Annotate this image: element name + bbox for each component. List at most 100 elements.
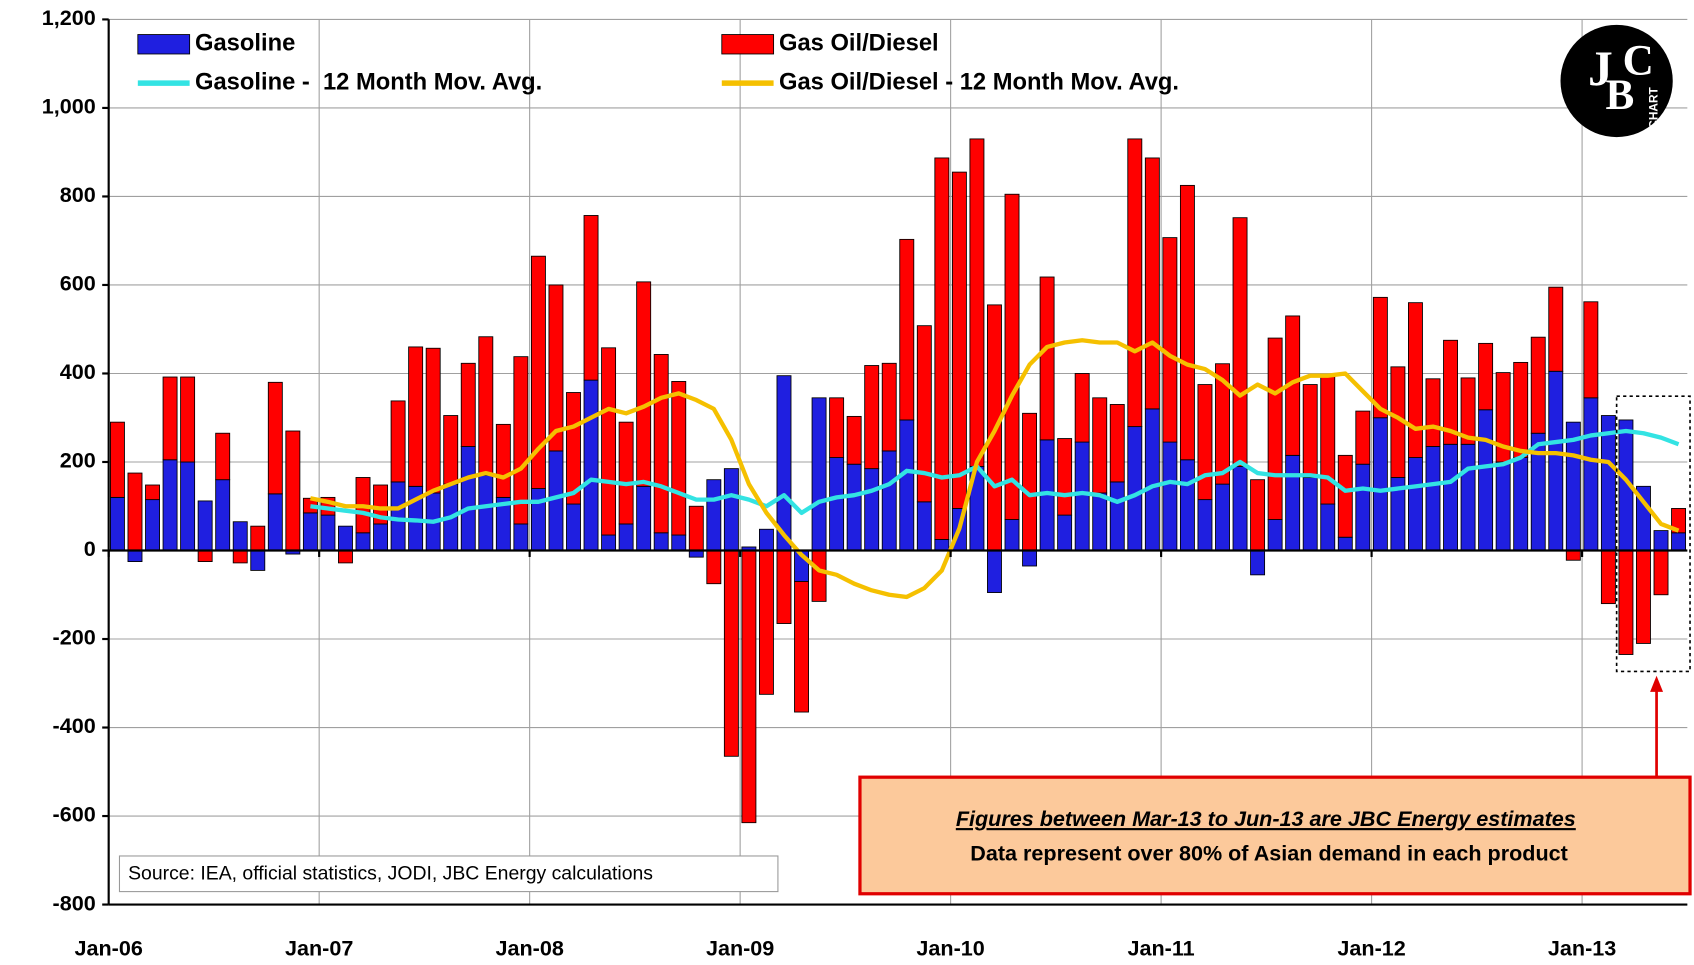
bar bbox=[846, 415, 862, 465]
bar bbox=[583, 379, 599, 551]
bar bbox=[671, 534, 687, 551]
moving-average-line bbox=[310, 428, 1680, 524]
bar bbox=[513, 356, 529, 525]
bar bbox=[688, 505, 704, 551]
bar bbox=[899, 419, 915, 551]
bar bbox=[1478, 409, 1494, 551]
arrow-head bbox=[1650, 675, 1664, 692]
bar bbox=[1495, 461, 1511, 551]
bar bbox=[338, 550, 353, 564]
moving-average-line bbox=[309, 338, 1680, 600]
bar bbox=[618, 421, 634, 525]
y-tick-label: 400 bbox=[60, 359, 96, 384]
estimate-region bbox=[1615, 395, 1691, 673]
bar bbox=[899, 238, 915, 421]
bar bbox=[180, 376, 196, 463]
bar bbox=[1074, 373, 1090, 443]
bar bbox=[127, 472, 143, 551]
bar bbox=[1057, 438, 1073, 516]
bar bbox=[1302, 384, 1318, 478]
bar bbox=[320, 514, 336, 551]
logo: J B C CHART bbox=[1560, 24, 1673, 138]
bar bbox=[145, 484, 160, 501]
bar bbox=[1478, 342, 1494, 411]
bar bbox=[267, 381, 283, 495]
bar bbox=[1144, 157, 1160, 410]
bar bbox=[285, 430, 301, 551]
bar bbox=[232, 521, 248, 551]
bar bbox=[162, 459, 178, 551]
bar bbox=[232, 550, 248, 564]
bar bbox=[443, 415, 459, 485]
bar bbox=[829, 397, 845, 458]
y-tick-label: 600 bbox=[60, 271, 96, 296]
bar bbox=[811, 397, 827, 551]
x-tick-label: Jan-09 bbox=[706, 936, 774, 961]
bar bbox=[408, 346, 424, 487]
bar bbox=[478, 336, 494, 476]
bar bbox=[1460, 443, 1476, 551]
bar bbox=[1565, 550, 1581, 561]
bar bbox=[969, 138, 985, 467]
bar bbox=[1179, 459, 1195, 551]
bar bbox=[145, 499, 160, 551]
bar bbox=[1179, 184, 1195, 461]
bar bbox=[916, 325, 932, 503]
bar bbox=[1513, 361, 1529, 458]
bar bbox=[338, 525, 353, 551]
x-tick-label: Jan-13 bbox=[1548, 936, 1616, 961]
bar bbox=[1460, 377, 1476, 445]
bar bbox=[759, 550, 774, 695]
bar bbox=[127, 550, 143, 562]
bar bbox=[811, 550, 827, 602]
legend-label: Gas Oil/Diesel bbox=[779, 31, 939, 57]
logo-letter: J bbox=[1588, 41, 1613, 96]
bar bbox=[1057, 514, 1073, 551]
bar bbox=[636, 485, 652, 551]
y-tick-label: -800 bbox=[53, 890, 96, 915]
y-tick-label: 200 bbox=[60, 448, 96, 473]
bar bbox=[1215, 363, 1230, 485]
bar bbox=[1671, 508, 1687, 534]
bar bbox=[706, 479, 722, 551]
bar bbox=[1302, 477, 1318, 551]
bar bbox=[916, 501, 932, 551]
bar bbox=[846, 463, 862, 551]
bar bbox=[1250, 479, 1266, 551]
bar bbox=[1267, 519, 1283, 551]
bar bbox=[110, 496, 125, 551]
logo-circle bbox=[1560, 24, 1673, 138]
bar bbox=[987, 550, 1002, 593]
bar bbox=[583, 215, 599, 381]
bar bbox=[197, 550, 213, 562]
logo-letter: C bbox=[1623, 38, 1654, 85]
bar bbox=[373, 523, 389, 551]
bar bbox=[706, 550, 722, 585]
bar bbox=[1372, 417, 1388, 551]
bar bbox=[1197, 384, 1213, 501]
bar bbox=[1372, 296, 1388, 419]
bar bbox=[197, 500, 213, 551]
y-tick-label: 0 bbox=[84, 536, 96, 561]
bar bbox=[1215, 483, 1230, 551]
bar bbox=[1320, 503, 1336, 551]
bar bbox=[601, 347, 617, 536]
bar bbox=[1653, 550, 1669, 596]
bar bbox=[250, 550, 266, 571]
bar bbox=[951, 171, 967, 509]
bar bbox=[566, 503, 581, 551]
bar bbox=[759, 528, 774, 551]
bar bbox=[1022, 412, 1038, 551]
bar bbox=[425, 347, 441, 494]
bar bbox=[1232, 465, 1248, 551]
grid bbox=[108, 18, 1688, 906]
y-tick-label: -400 bbox=[53, 713, 96, 738]
bar bbox=[1443, 339, 1458, 445]
bar bbox=[1583, 397, 1599, 551]
bar bbox=[460, 362, 476, 447]
bar bbox=[723, 550, 739, 757]
bar bbox=[1109, 404, 1125, 483]
bar bbox=[302, 512, 318, 551]
bar bbox=[1162, 237, 1178, 443]
